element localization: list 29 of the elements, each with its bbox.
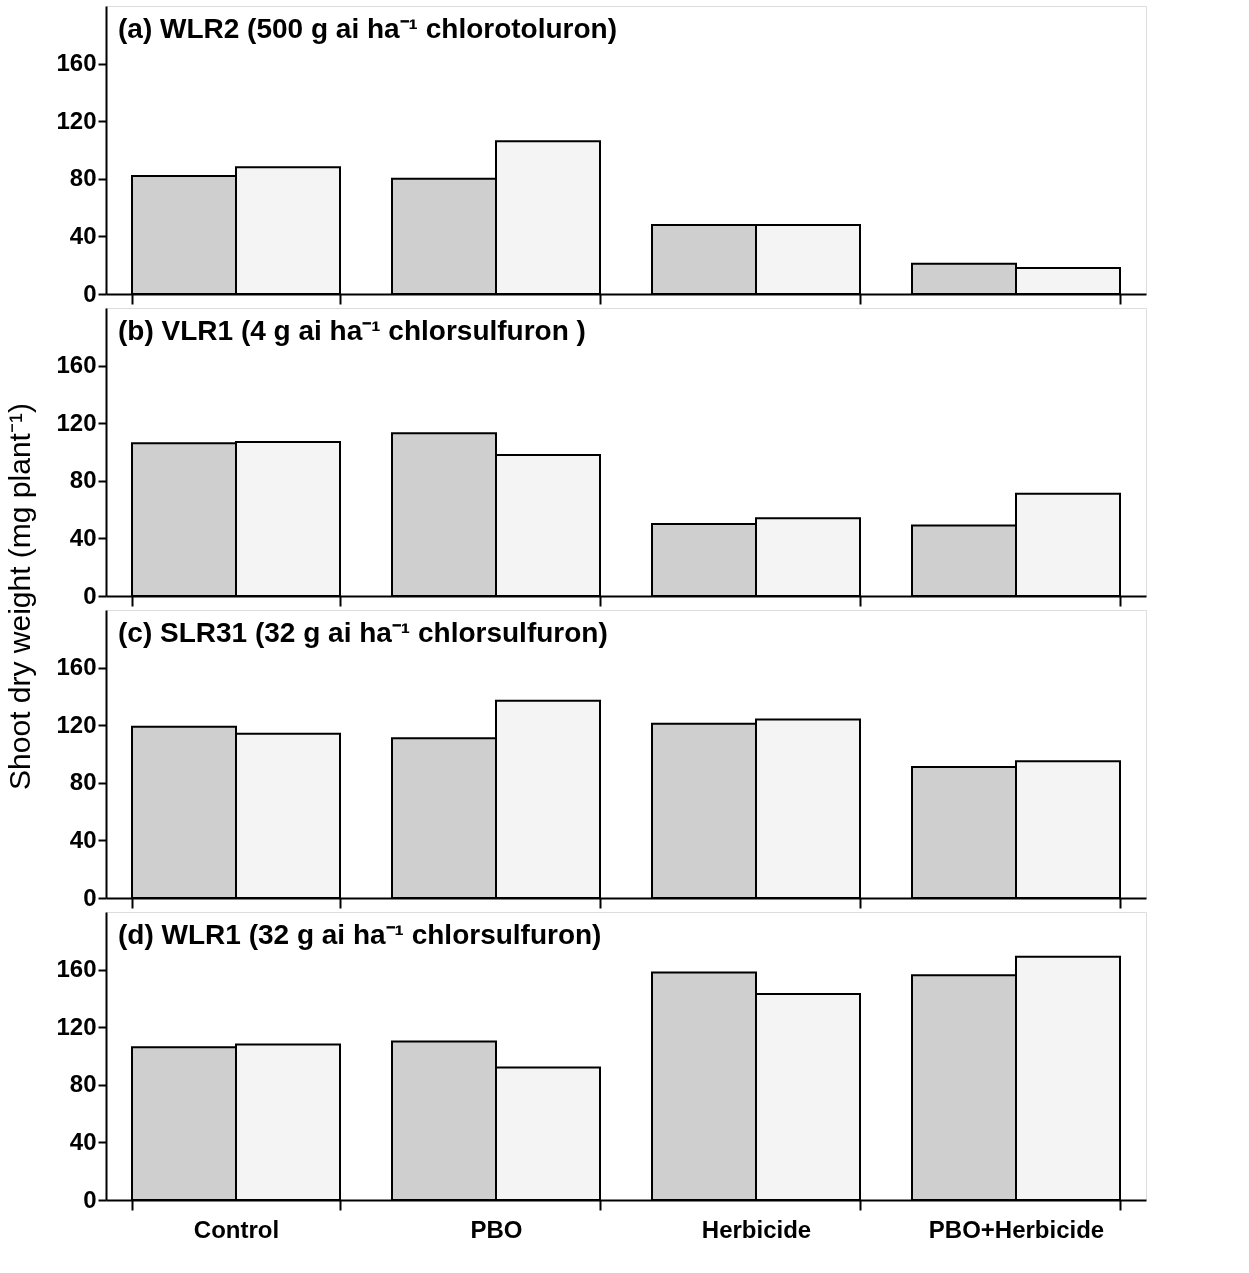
y-tick-label: 160 [56,351,97,379]
y-tick-label: 40 [69,221,97,249]
y-tick-label: 40 [69,825,97,853]
y-tick-label: 160 [56,955,97,983]
y-tick-label: 120 [56,408,97,436]
y-tick-label: 80 [69,1070,97,1098]
chart-title: (b) VLR1 (4 g ai ha⁻¹ chlorsulfuron ) [118,315,586,346]
y-tick-label: 120 [56,1012,97,1040]
y-tick-label: 160 [56,49,97,77]
y-tick-label: 0 [83,883,97,911]
x-tick-label: Control [193,1215,280,1243]
y-tick-label: 120 [56,106,97,134]
y-tick-label: 120 [56,710,97,738]
chart-title: (a) WLR2 (500 g ai ha⁻¹ chlorotoluron) [118,13,618,44]
y-tick-label: 40 [69,1127,97,1155]
x-tick-label: Herbicide [701,1215,812,1243]
y-axis-title: Shoot dry weight (mg plant⁻¹) [3,403,37,790]
y-tick-label: 80 [69,164,97,192]
y-tick-label: 80 [69,768,97,796]
chart-title: (d) WLR1 (32 g ai ha⁻¹ chlorsulfuron) [118,919,602,950]
y-tick-label: 40 [69,523,97,551]
x-tick-label: PBO [470,1215,523,1243]
y-tick-label: 0 [83,1185,97,1213]
y-tick-label: 80 [69,466,97,494]
chart-title: (c) SLR31 (32 g ai ha⁻¹ chlorsulfuron) [118,617,608,648]
y-tick-label: 160 [56,653,97,681]
y-tick-label: 0 [83,279,97,307]
x-tick-label: PBO+Herbicide [928,1215,1105,1243]
y-tick-label: 0 [83,581,97,609]
